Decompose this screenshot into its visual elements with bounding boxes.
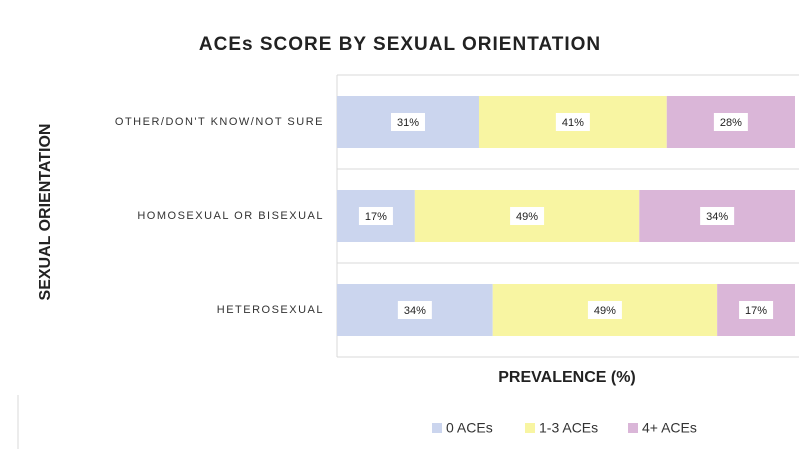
legend-swatch bbox=[628, 423, 638, 433]
value-label: 17% bbox=[745, 305, 767, 317]
legend-swatch bbox=[432, 423, 442, 433]
value-label-box bbox=[390, 113, 425, 131]
value-label: 34% bbox=[404, 305, 426, 317]
value-label-box bbox=[700, 207, 735, 225]
value-label-box bbox=[555, 113, 590, 131]
value-label: 28% bbox=[720, 117, 742, 129]
value-label-box bbox=[358, 207, 393, 225]
value-label-box bbox=[739, 301, 774, 319]
value-label: 31% bbox=[397, 117, 419, 129]
value-label: 49% bbox=[594, 305, 616, 317]
legend-label: 1-3 ACEs bbox=[539, 420, 598, 436]
value-label: 34% bbox=[706, 211, 728, 223]
legend-label: 4+ ACEs bbox=[642, 420, 697, 436]
x-axis-title: PREVALENCE (%) bbox=[498, 369, 636, 386]
value-label-box bbox=[397, 301, 432, 319]
chart-title: ACEs SCORE BY SEXUAL ORIENTATION bbox=[199, 34, 601, 55]
value-label-box bbox=[587, 301, 622, 319]
value-label-box bbox=[713, 113, 748, 131]
legend-swatch bbox=[525, 423, 535, 433]
value-label: 41% bbox=[562, 117, 584, 129]
value-label: 49% bbox=[516, 211, 538, 223]
value-label: 17% bbox=[365, 211, 387, 223]
y-tick-label: HETEROSEXUAL bbox=[217, 304, 324, 316]
y-tick-label: OTHER/DON'T KNOW/NOT SURE bbox=[115, 116, 324, 128]
y-axis-title: SEXUAL ORIENTATION bbox=[37, 124, 54, 301]
y-tick-label: HOMOSEXUAL OR BISEXUAL bbox=[137, 210, 324, 222]
value-label-box bbox=[510, 207, 545, 225]
legend-label: 0 ACEs bbox=[446, 420, 493, 436]
